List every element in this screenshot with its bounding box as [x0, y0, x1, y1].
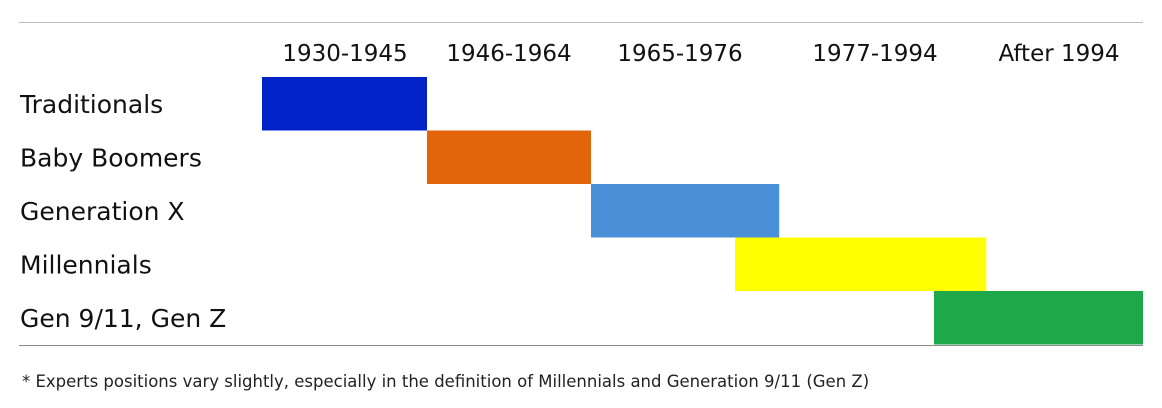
bar-5: [934, 291, 1143, 345]
row-label-1: Traditionals: [19, 90, 163, 119]
bar-1: [262, 77, 427, 131]
bar-4: [735, 237, 987, 291]
row-label-2: Baby Boomers: [20, 143, 202, 172]
chart-svg: 1930-1945 1946-1964 1965-1976 1977-1994 Afte…: [19, 41, 1143, 345]
column-header-4: 1977-1994: [812, 41, 937, 67]
row-label-3: Generation X: [20, 197, 185, 226]
generation-chart: 1930-1945 1946-1964 1965-1976 1977-1994 Afte…: [19, 22, 1143, 346]
row-label-5: Gen 9/11, Gen Z: [20, 304, 226, 333]
column-header-5: After 1994: [998, 41, 1119, 67]
column-header-3: 1965-1976: [617, 41, 742, 67]
footnote: * Experts positions vary slightly, espec…: [22, 372, 870, 391]
row-label-4: Millennials: [20, 250, 152, 279]
bar-3: [591, 184, 780, 238]
bar-2: [427, 130, 591, 184]
column-header-1: 1930-1945: [282, 41, 407, 67]
column-header-2: 1946-1964: [446, 41, 571, 67]
